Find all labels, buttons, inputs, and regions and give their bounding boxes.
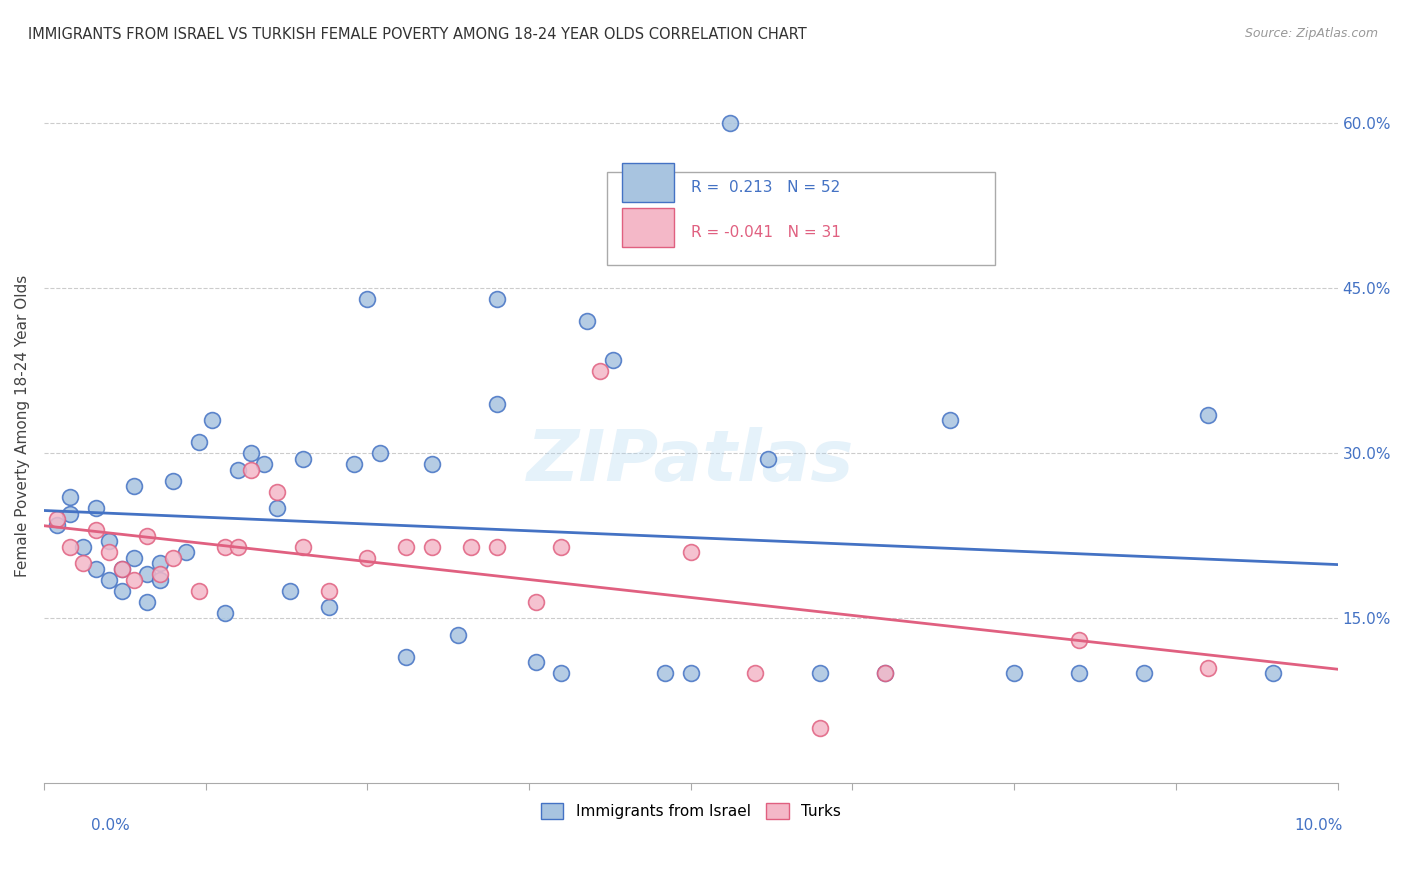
Point [97, 545, 120, 559]
Point [72, 540, 94, 554]
Text: R =  0.213   N = 52: R = 0.213 N = 52 [690, 180, 839, 195]
Point [84, 523, 107, 537]
Point [679, 666, 702, 681]
FancyBboxPatch shape [606, 172, 995, 265]
Point [744, 666, 766, 681]
Point [679, 545, 702, 559]
Point [136, 567, 159, 582]
Point [253, 457, 276, 471]
Text: Source: ZipAtlas.com: Source: ZipAtlas.com [1244, 27, 1378, 40]
Point [1067, 666, 1090, 681]
Point [395, 540, 418, 554]
Point [873, 666, 896, 681]
Text: 10.0%: 10.0% [1295, 818, 1343, 832]
Point [1197, 408, 1219, 422]
Point [214, 540, 236, 554]
Point [136, 595, 159, 609]
Point [524, 595, 547, 609]
Point [110, 583, 132, 598]
Point [485, 540, 508, 554]
Point [201, 413, 224, 427]
Point [97, 534, 120, 549]
Point [149, 573, 172, 587]
Point [1197, 660, 1219, 674]
Point [318, 583, 340, 598]
Point [1002, 666, 1025, 681]
Point [124, 573, 146, 587]
Text: R = -0.041   N = 31: R = -0.041 N = 31 [690, 226, 841, 240]
Point [485, 397, 508, 411]
Point [1132, 666, 1154, 681]
Point [356, 293, 378, 307]
FancyBboxPatch shape [623, 163, 673, 202]
Point [550, 666, 572, 681]
Point [808, 721, 831, 735]
Point [938, 413, 960, 427]
Point [59, 540, 82, 554]
Point [59, 507, 82, 521]
Point [188, 583, 211, 598]
Point [589, 364, 612, 378]
Point [291, 540, 314, 554]
Point [758, 451, 780, 466]
Point [188, 435, 211, 450]
Point [174, 545, 197, 559]
Point [420, 540, 443, 554]
Point [485, 293, 508, 307]
Text: ZIPatlas: ZIPatlas [527, 427, 855, 496]
Point [162, 550, 184, 565]
Point [124, 550, 146, 565]
Y-axis label: Female Poverty Among 18-24 Year Olds: Female Poverty Among 18-24 Year Olds [15, 275, 30, 577]
Point [110, 562, 132, 576]
Point [214, 606, 236, 620]
Point [318, 600, 340, 615]
Point [356, 550, 378, 565]
Point [84, 501, 107, 516]
FancyBboxPatch shape [623, 208, 673, 247]
Point [84, 562, 107, 576]
Point [654, 666, 676, 681]
Point [110, 562, 132, 576]
Point [239, 446, 262, 460]
Point [136, 529, 159, 543]
Point [368, 446, 391, 460]
Point [72, 556, 94, 570]
Point [550, 540, 572, 554]
Point [447, 627, 470, 641]
Point [149, 567, 172, 582]
Point [266, 484, 288, 499]
Point [873, 666, 896, 681]
Point [1067, 633, 1090, 648]
Point [97, 573, 120, 587]
Point [149, 556, 172, 570]
Point [718, 116, 741, 130]
Point [162, 474, 184, 488]
Point [602, 352, 624, 367]
Text: IMMIGRANTS FROM ISRAEL VS TURKISH FEMALE POVERTY AMONG 18-24 YEAR OLDS CORRELATI: IMMIGRANTS FROM ISRAEL VS TURKISH FEMALE… [28, 27, 807, 42]
Point [45, 512, 67, 526]
Text: 0.0%: 0.0% [91, 818, 131, 832]
Point [1261, 666, 1284, 681]
Point [266, 501, 288, 516]
Point [124, 479, 146, 493]
Point [239, 463, 262, 477]
Point [45, 517, 67, 532]
Point [524, 655, 547, 669]
Point [226, 463, 249, 477]
Point [59, 490, 82, 504]
Point [420, 457, 443, 471]
Point [576, 314, 599, 328]
Point [291, 451, 314, 466]
Point [460, 540, 482, 554]
Legend: Immigrants from Israel, Turks: Immigrants from Israel, Turks [534, 797, 846, 825]
Point [395, 649, 418, 664]
Point [808, 666, 831, 681]
Point [226, 540, 249, 554]
Point [343, 457, 366, 471]
Point [278, 583, 301, 598]
